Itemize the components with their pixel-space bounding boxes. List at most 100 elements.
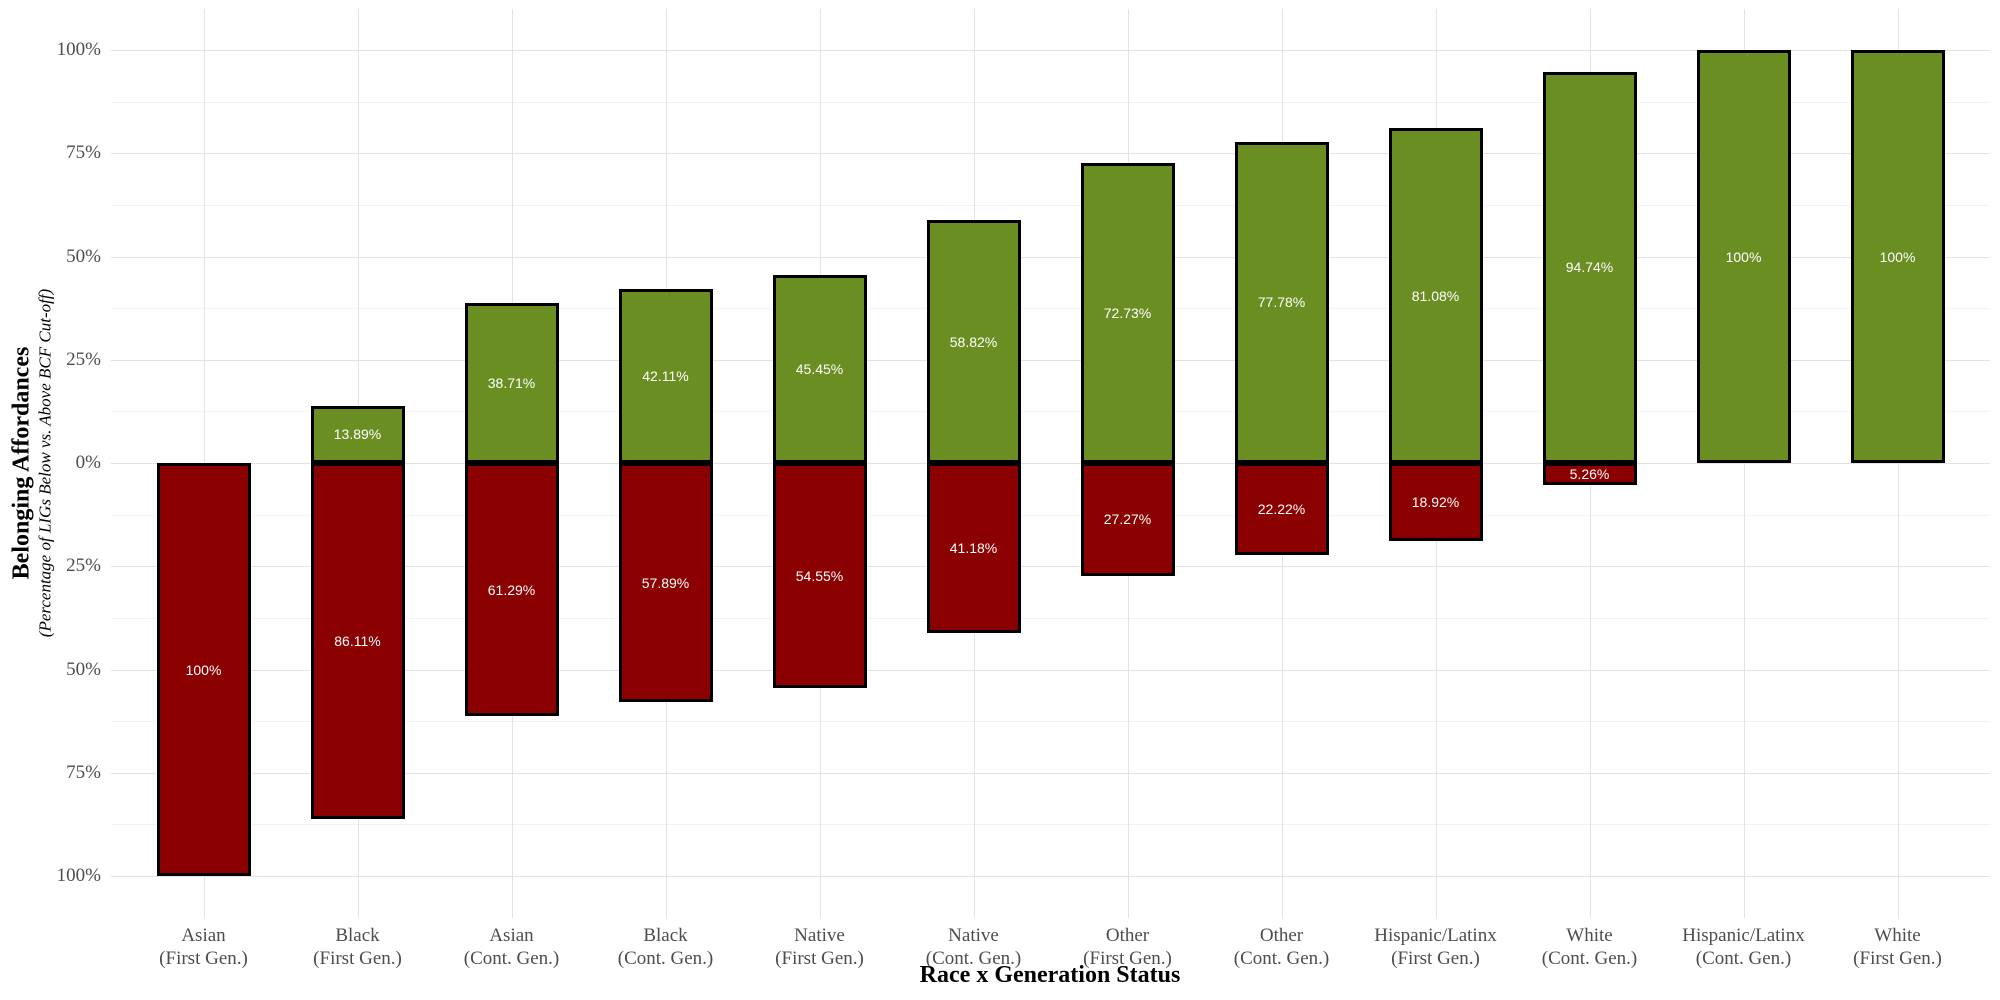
- x-tick-label-race: Hispanic/Latinx: [1374, 925, 1497, 946]
- bar-value-label-above: 100%: [1725, 248, 1762, 265]
- x-axis-tick-label: Asian (Cont. Gen.): [464, 924, 560, 970]
- x-axis-tick-label: Native (Cont. Gen.): [926, 924, 1022, 970]
- x-axis-tick-label: Other (Cont. Gen.): [1234, 924, 1330, 970]
- x-tick-label-generation: (First Gen.): [1083, 948, 1172, 969]
- bar-segment-above: [1542, 71, 1637, 463]
- bar-value-label-above: 38.71%: [487, 375, 536, 392]
- bar-segment-above: [1388, 128, 1483, 463]
- bar-segment-above: [464, 303, 559, 463]
- bar-segment-below: [772, 463, 867, 689]
- y-axis-tick-label: 75%: [66, 142, 101, 164]
- bar-segment-above: [772, 275, 867, 463]
- bar-segment-above: [618, 289, 713, 463]
- gridline-horizontal-minor: [111, 204, 1990, 206]
- bar-segment-below: [1542, 463, 1637, 485]
- bar-segment-above: [310, 405, 405, 463]
- x-tick-label-generation: (Cont. Gen.): [1233, 948, 1330, 969]
- x-tick-label-race: Asian: [489, 925, 534, 946]
- bar-value-label-above: 72.73%: [1103, 304, 1152, 321]
- bar-segment-below: [1080, 463, 1175, 576]
- y-axis-tick-label: 75%: [66, 761, 101, 783]
- x-tick-label-generation: (First Gen.): [1853, 948, 1942, 969]
- gridline-horizontal-major: [111, 463, 1990, 464]
- x-tick-label-generation: (Cont. Gen.): [925, 948, 1022, 969]
- bar-value-label-below: 54.55%: [795, 567, 844, 584]
- gridline-horizontal-major: [111, 566, 1990, 568]
- x-tick-label-generation: (First Gen.): [1391, 948, 1480, 969]
- x-tick-label-race: Other: [1105, 925, 1150, 946]
- bar-value-label-above: 13.89%: [333, 426, 382, 443]
- bar-value-label-above: 42.11%: [642, 368, 689, 385]
- gridline-horizontal-minor: [111, 721, 1990, 723]
- bar-segment-above: [1080, 162, 1175, 463]
- bar-value-label-below: 100%: [185, 661, 222, 678]
- bar-segment-above: [1234, 141, 1329, 463]
- gridline-horizontal-minor: [111, 514, 1990, 516]
- gridline-horizontal-minor: [111, 617, 1990, 619]
- x-tick-label-race: Native: [948, 925, 999, 946]
- bar-value-label-below: 41.18%: [949, 540, 998, 557]
- bar-segment-below: [926, 463, 1021, 634]
- x-axis-tick-label: Native (First Gen.): [775, 924, 864, 970]
- y-axis-tick-label: 25%: [66, 555, 101, 577]
- gridline-horizontal-major: [111, 772, 1990, 774]
- bar-value-label-above: 94.74%: [1565, 259, 1614, 276]
- bar-value-label-below: 27.27%: [1103, 511, 1152, 528]
- x-tick-label-generation: (Cont. Gen.): [1541, 948, 1638, 969]
- x-tick-label-generation: (Cont. Gen.): [1695, 948, 1792, 969]
- bar-value-label-above: 45.45%: [795, 361, 844, 378]
- y-axis-tick-label: 100%: [56, 39, 101, 60]
- bar-value-label-above: 81.08%: [1411, 287, 1460, 304]
- y-axis-tick-label: 50%: [66, 245, 101, 267]
- bar-segment-above: [1696, 50, 1791, 463]
- bar-segment-above: [1850, 50, 1945, 463]
- gridline-horizontal-major: [111, 50, 1990, 51]
- bar-value-label-below: 5.26%: [1569, 465, 1610, 482]
- gridline-horizontal-major: [111, 669, 1990, 671]
- x-tick-label-generation: (Cont. Gen.): [463, 948, 560, 969]
- x-tick-label-race: Black: [643, 925, 688, 946]
- bar-value-label-above: 58.82%: [949, 333, 998, 350]
- x-tick-label-race: Hispanic/Latinx: [1682, 925, 1805, 946]
- bar-segment-below: [1234, 463, 1329, 555]
- bar-value-label-above: 100%: [1879, 248, 1916, 265]
- x-axis-tick-label: Asian (First Gen.): [159, 924, 248, 970]
- gridline-horizontal-minor: [111, 824, 1990, 826]
- bar-value-label-below: 61.29%: [487, 581, 536, 598]
- gridline-vertical: [1743, 9, 1745, 918]
- y-axis-tick-label: 0%: [75, 452, 101, 473]
- gridline-horizontal-minor: [111, 308, 1990, 310]
- gridline-horizontal-major: [111, 359, 1990, 361]
- x-tick-label-generation: (First Gen.): [313, 948, 402, 969]
- gridline-vertical: [1897, 9, 1899, 918]
- bar-value-label-below: 18.92%: [1411, 494, 1460, 511]
- bar-segment-below: [156, 463, 251, 876]
- gridline-horizontal-minor: [111, 101, 1990, 103]
- x-tick-label-generation: (First Gen.): [775, 948, 864, 969]
- x-tick-label-race: Asian: [181, 925, 226, 946]
- x-tick-label-race: White: [1566, 925, 1613, 946]
- x-axis-tick-label: Hispanic/Latinx (Cont. Gen.): [1682, 924, 1804, 970]
- x-tick-label-generation: (Cont. Gen.): [617, 948, 714, 969]
- bar-segment-below: [464, 463, 559, 717]
- y-axis-tick-label: 100%: [56, 865, 101, 886]
- x-tick-label-generation: (First Gen.): [159, 948, 248, 969]
- gridline-horizontal-minor: [111, 411, 1990, 413]
- bar-segment-below: [310, 463, 405, 819]
- x-axis-title: Race x Generation Status: [919, 962, 1181, 988]
- x-tick-label-race: White: [1874, 925, 1921, 946]
- gridline-horizontal-major: [111, 876, 1990, 877]
- bar-value-label-above: 77.78%: [1257, 294, 1306, 311]
- x-axis-tick-label: Other (First Gen.): [1083, 924, 1172, 970]
- gridline-horizontal-major: [111, 256, 1990, 258]
- x-axis-tick-label: Black (First Gen.): [313, 924, 402, 970]
- x-tick-label-race: Black: [335, 925, 380, 946]
- x-tick-label-race: Native: [794, 925, 845, 946]
- x-axis-tick-label: Hispanic/Latinx (First Gen.): [1374, 924, 1496, 970]
- y-axis-tick-label: 50%: [66, 658, 101, 680]
- bar-value-label-below: 86.11%: [334, 632, 381, 649]
- bar-segment-below: [618, 463, 713, 703]
- gridline-horizontal-major: [111, 153, 1990, 155]
